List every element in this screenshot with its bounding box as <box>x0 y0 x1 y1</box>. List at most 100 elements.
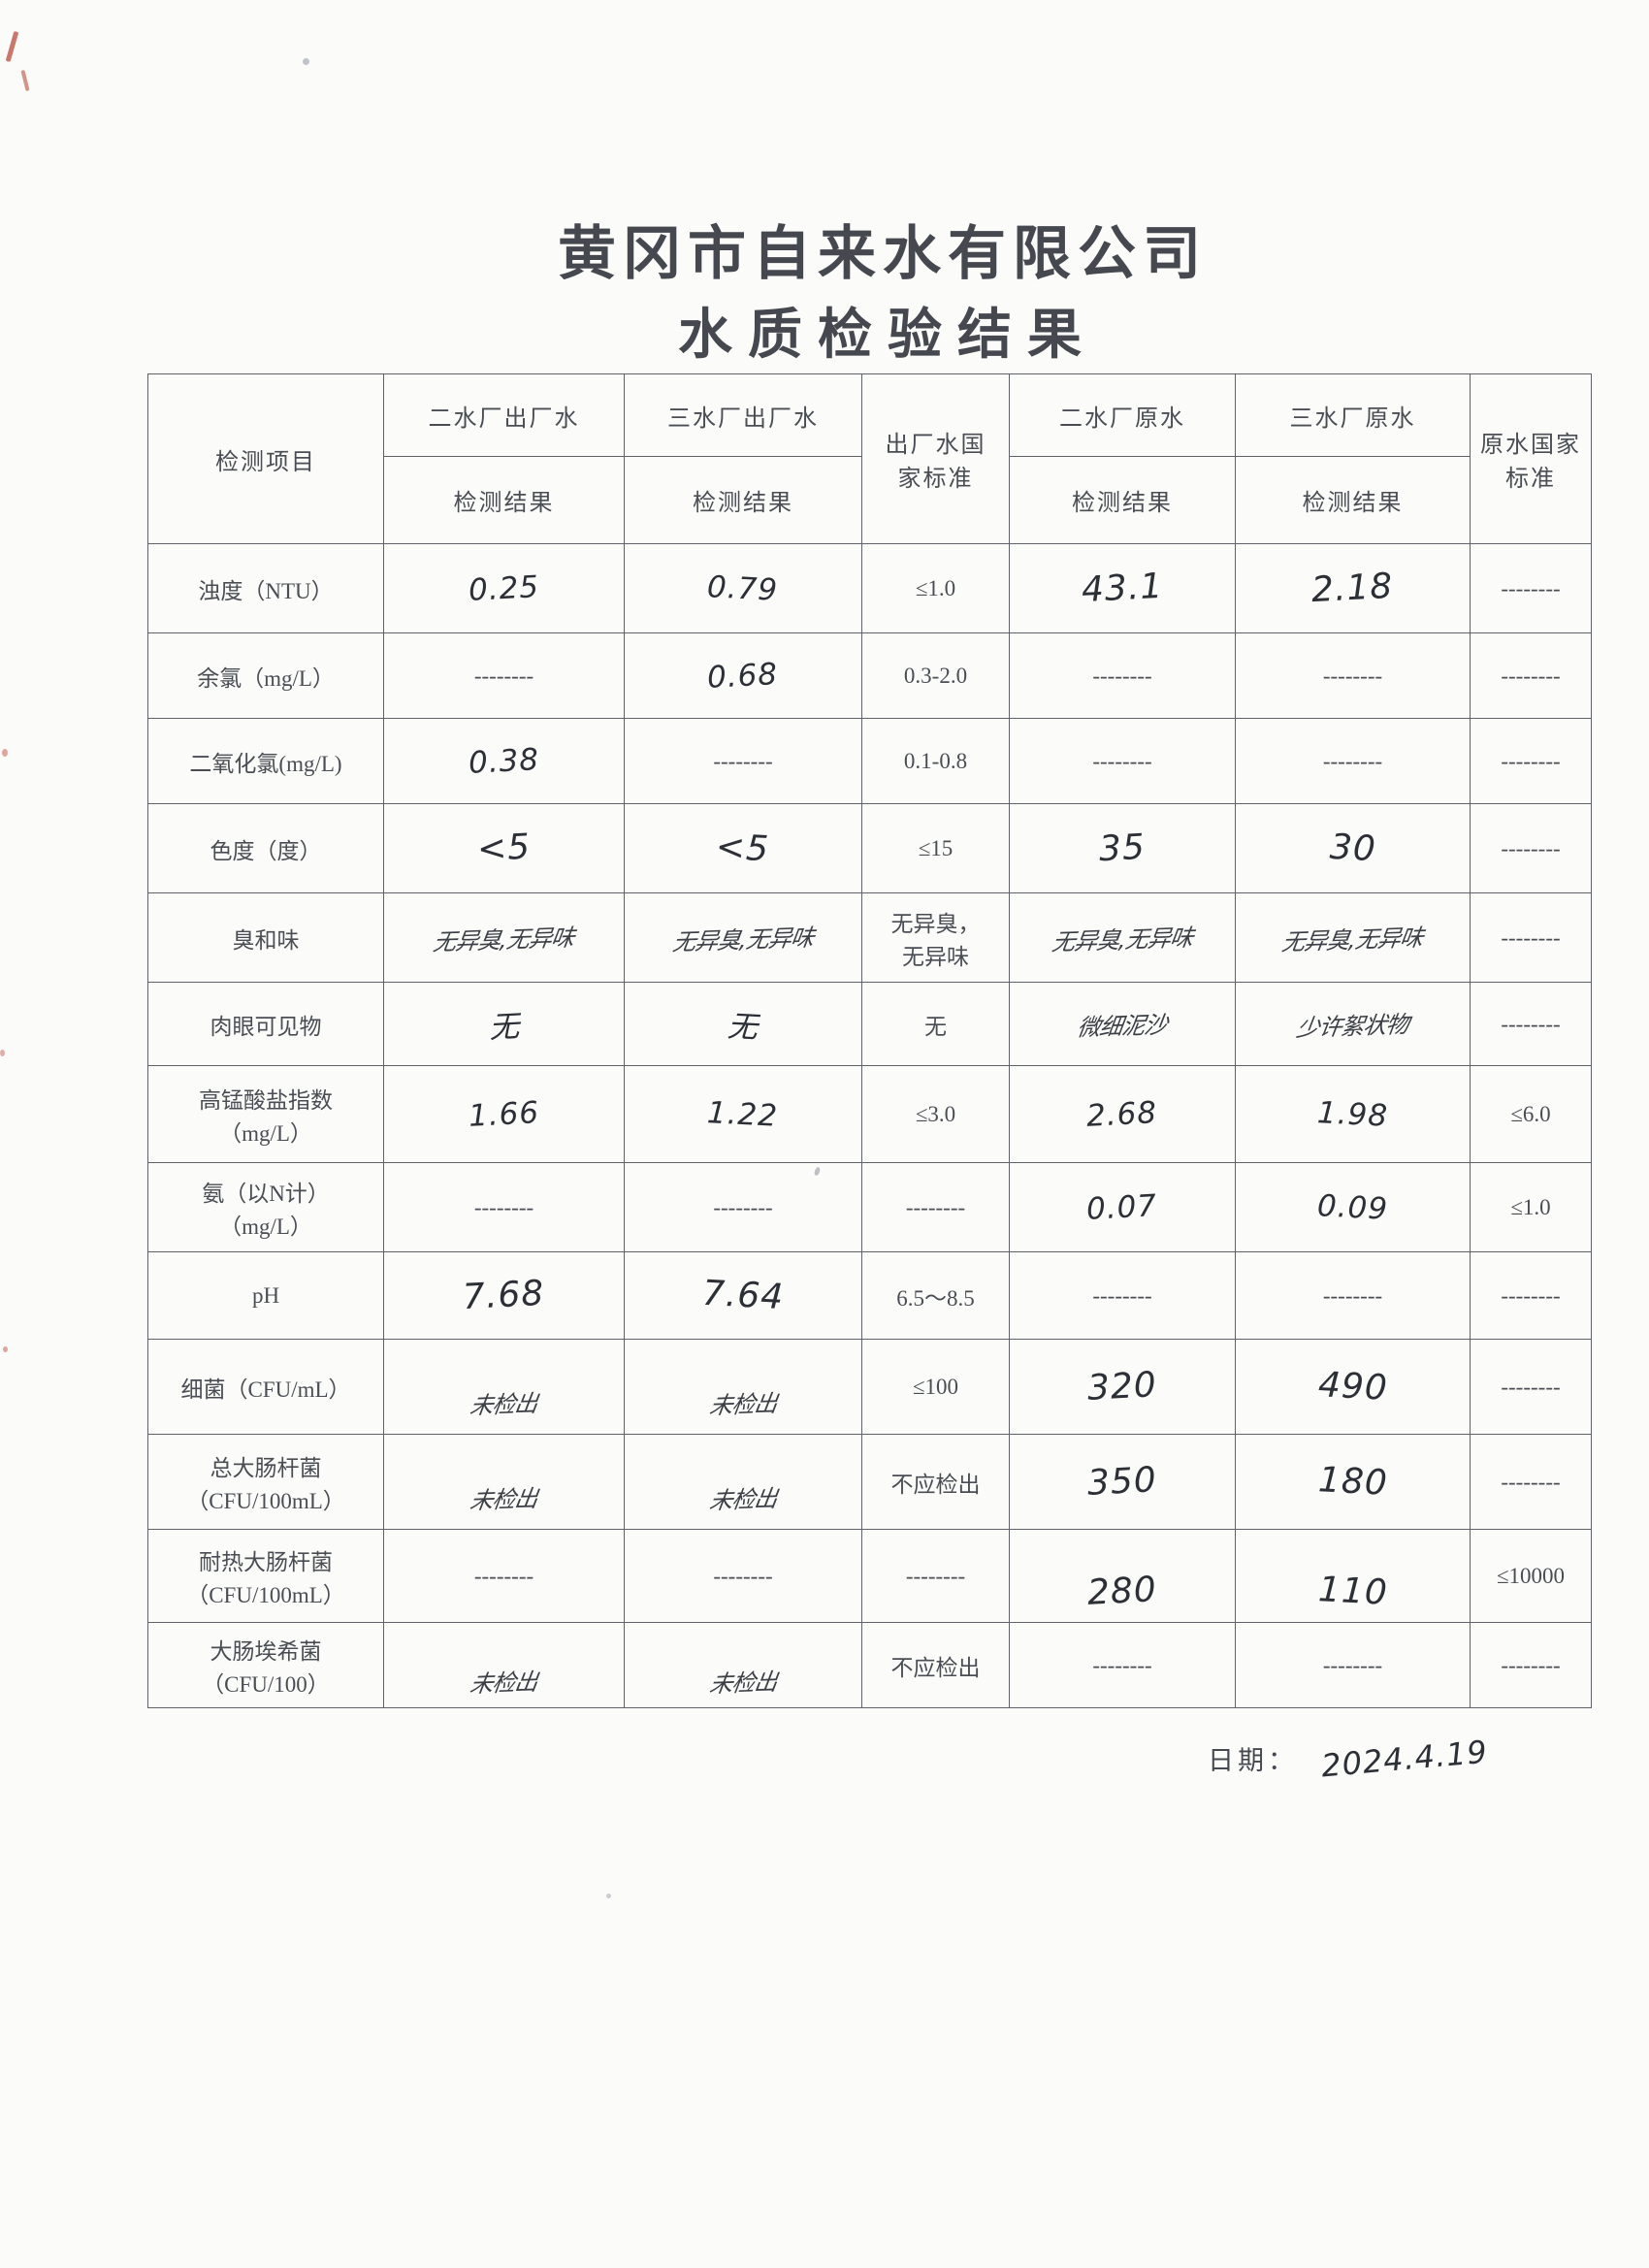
scan-artifact <box>2 749 8 757</box>
cell-value: 30 <box>1235 803 1471 893</box>
cell-standard: ≤10000 <box>1470 1529 1592 1623</box>
table-row: 浊度（NTU） 0.25 0.79 ≤1.0 43.1 2.18 -------… <box>147 543 1592 633</box>
cell-value: -------- <box>1235 1622 1471 1708</box>
row-label: pH <box>147 1251 384 1340</box>
date-label: 日期： <box>1208 1746 1298 1775</box>
table-row: 高锰酸盐指数 （mg/L） 1.66 1.22 ≤3.0 2.68 1.98 ≤… <box>147 1065 1592 1163</box>
cell-value: 未检出 <box>624 1434 862 1530</box>
row-label: 浊度（NTU） <box>147 543 384 633</box>
cell-standard: 不应检出 <box>861 1434 1010 1530</box>
cell-value: 0.68 <box>624 632 862 719</box>
row-label: 二氧化氯(mg/L) <box>147 718 384 804</box>
cell-standard: 0.1-0.8 <box>861 718 1010 804</box>
cell-standard: -------- <box>1470 1434 1592 1530</box>
row-label: 肉眼可见物 <box>147 982 384 1066</box>
cell-standard: -------- <box>1470 718 1592 804</box>
cell-value: 无异臭,无异味 <box>624 892 862 983</box>
scan-artifact <box>0 1050 5 1056</box>
cell-value: 1.98 <box>1235 1065 1471 1163</box>
cell-value: -------- <box>383 632 625 719</box>
cell-value: 320 <box>1009 1339 1236 1435</box>
table-row: pH 7.68 7.64 6.5～8.5 -------- -------- -… <box>147 1251 1592 1340</box>
cell-value: 1.22 <box>624 1065 862 1163</box>
cell-standard: ≤1.0 <box>861 543 1010 633</box>
cell-value: 35 <box>1009 803 1236 893</box>
row-label: 耐热大肠杆菌 （CFU/100mL） <box>147 1529 384 1623</box>
cell-standard: 不应检出 <box>861 1622 1010 1708</box>
cell-value: 280 <box>1009 1529 1236 1623</box>
header-raw-standard: 原水国家 标准 <box>1470 373 1592 544</box>
table-row: 肉眼可见物 无 无 无 微细泥沙 少许絮状物 -------- <box>147 982 1592 1066</box>
cell-value: -------- <box>624 1162 862 1252</box>
cell-standard: ≤15 <box>861 803 1010 893</box>
cell-standard: -------- <box>1470 543 1592 633</box>
header-row-1: 检测项目 二水厂出厂水 三水厂出厂水 出厂水国 家标准 二水厂原水 三水厂原水 … <box>147 373 1592 544</box>
cell-standard: 无 <box>861 982 1010 1066</box>
cell-value: -------- <box>1009 1622 1236 1708</box>
header-plant3-raw: 三水厂原水 <box>1235 373 1471 457</box>
cell-value: 0.07 <box>1009 1162 1236 1252</box>
cell-value: -------- <box>1235 1251 1471 1340</box>
cell-standard: -------- <box>1470 892 1592 983</box>
cell-value: -------- <box>624 718 862 804</box>
header-result-label: 检测结果 <box>1009 456 1236 544</box>
row-label: 色度（度） <box>147 803 384 893</box>
scan-artifact <box>3 1346 8 1352</box>
cell-value: 7.64 <box>624 1251 862 1340</box>
cell-value: 微细泥沙 <box>1009 982 1236 1066</box>
cell-value: 未检出 <box>383 1339 625 1435</box>
header-result-label: 检测结果 <box>1235 456 1471 544</box>
scan-artifact <box>20 69 30 92</box>
cell-standard: -------- <box>861 1162 1010 1252</box>
cell-standard: -------- <box>1470 803 1592 893</box>
scan-artifact <box>5 30 19 63</box>
header-plant2-raw: 二水厂原水 <box>1009 373 1236 457</box>
cell-value: 2.18 <box>1235 543 1471 633</box>
cell-value: 无 <box>383 982 625 1066</box>
row-label: 氨（以N计） （mg/L） <box>147 1162 384 1252</box>
cell-value: 少许絮状物 <box>1235 982 1471 1066</box>
header-item-column: 检测项目 <box>147 373 384 544</box>
cell-value: 350 <box>1009 1434 1236 1530</box>
cell-value: -------- <box>1009 718 1236 804</box>
cell-standard: ≤6.0 <box>1470 1065 1592 1163</box>
cell-value: 未检出 <box>383 1622 625 1708</box>
table-row: 色度（度） <5 <5 ≤15 35 30 -------- <box>147 803 1592 893</box>
cell-value: 43.1 <box>1009 543 1236 633</box>
cell-value: -------- <box>624 1529 862 1623</box>
table-row: 二氧化氯(mg/L) 0.38 -------- 0.1-0.8 -------… <box>147 718 1592 804</box>
cell-standard: 无异臭， 无异味 <box>861 892 1010 983</box>
cell-standard: ≤100 <box>861 1339 1010 1435</box>
cell-value: <5 <box>383 803 625 893</box>
row-label: 余氯（mg/L） <box>147 632 384 719</box>
page-subtitle: 水质检验结果 <box>678 306 1097 366</box>
water-quality-results-table: 检测项目 二水厂出厂水 三水厂出厂水 出厂水国 家标准 二水厂原水 三水厂原水 … <box>147 373 1592 1708</box>
table-row: 臭和味 无异臭,无异味 无异臭,无异味 无异臭， 无异味 无异臭,无异味 无异臭… <box>147 892 1592 983</box>
cell-standard: ≤1.0 <box>1470 1162 1592 1252</box>
cell-standard: 6.5～8.5 <box>861 1251 1010 1340</box>
header-outgoing-standard: 出厂水国 家标准 <box>861 373 1010 544</box>
cell-value: -------- <box>1235 632 1471 719</box>
cell-value: 未检出 <box>383 1434 625 1530</box>
cell-value: -------- <box>383 1162 625 1252</box>
cell-value: 未检出 <box>624 1339 862 1435</box>
table-row: 氨（以N计） （mg/L） -------- -------- --------… <box>147 1162 1592 1252</box>
cell-standard: -------- <box>1470 982 1592 1066</box>
cell-value: -------- <box>383 1529 625 1623</box>
row-label: 总大肠杆菌 （CFU/100mL） <box>147 1434 384 1530</box>
row-label: 臭和味 <box>147 892 384 983</box>
cell-value: -------- <box>1009 632 1236 719</box>
cell-standard: -------- <box>1470 632 1592 719</box>
cell-standard: ≤3.0 <box>861 1065 1010 1163</box>
cell-value: 0.79 <box>624 543 862 633</box>
cell-value: 0.38 <box>383 718 625 804</box>
cell-standard: -------- <box>1470 1251 1592 1340</box>
cell-standard: -------- <box>861 1529 1010 1623</box>
cell-standard: -------- <box>1470 1622 1592 1708</box>
cell-value: 7.68 <box>383 1251 625 1340</box>
cell-standard: -------- <box>1470 1339 1592 1435</box>
cell-value: 0.09 <box>1235 1162 1471 1252</box>
cell-value: 无异臭,无异味 <box>1235 892 1471 983</box>
cell-value: 180 <box>1235 1434 1471 1530</box>
cell-value: 110 <box>1235 1529 1471 1623</box>
